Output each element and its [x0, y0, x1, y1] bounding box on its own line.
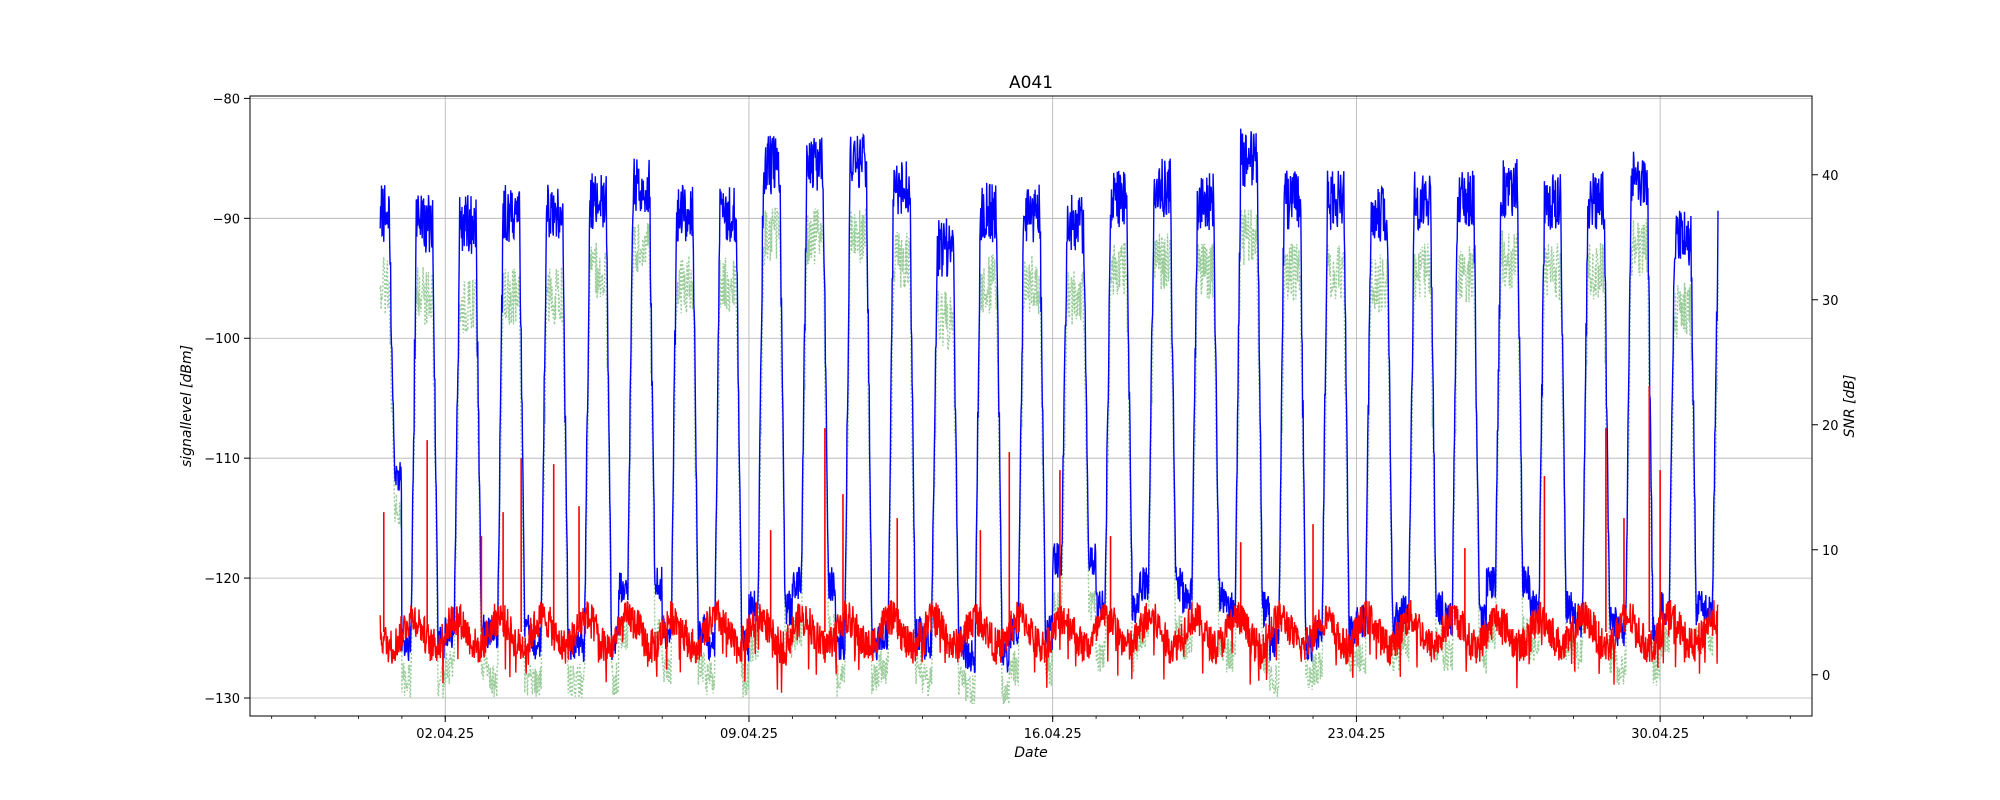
y-left-tick-label: −130 [204, 692, 240, 707]
x-tick-label: 23.04.25 [1327, 727, 1385, 742]
y-left-tick-label: −80 [213, 92, 240, 107]
plot-frame [249, 95, 1813, 717]
y-left-tick-label: −90 [213, 212, 240, 227]
y-right-tick-label: 30 [1822, 294, 1839, 309]
series-line-blue [379, 128, 1719, 673]
series-line-green [379, 207, 1719, 705]
y-axis-label-left: signallevel [dBm] [179, 345, 195, 467]
y-right-tick-label: 40 [1822, 169, 1839, 184]
x-tick-label: 16.04.25 [1024, 727, 1082, 742]
x-tick-label: 02.04.25 [416, 727, 474, 742]
chart-title: A041 [1009, 73, 1053, 93]
y-right-tick-label: 0 [1822, 669, 1830, 684]
x-tick-label: 30.04.25 [1631, 727, 1689, 742]
axes-layer: 02.04.25 09.04.25 16.04.25 23.04.25 30.04.25… [204, 92, 1838, 742]
series-line-red [379, 598, 1719, 693]
y-left-tick-label: −110 [204, 452, 240, 467]
x-tick-label: 09.04.25 [720, 727, 778, 742]
y-left-tick-label: −100 [204, 332, 240, 347]
y-right-tick-label: 20 [1822, 419, 1839, 434]
series-layer [379, 128, 1719, 705]
y-left-tick-label: −120 [204, 572, 240, 587]
y-axis-label-right: SNR [dB] [1842, 375, 1858, 438]
y-right-tick-label: 10 [1822, 544, 1839, 559]
x-axis-label: Date [1014, 745, 1047, 761]
